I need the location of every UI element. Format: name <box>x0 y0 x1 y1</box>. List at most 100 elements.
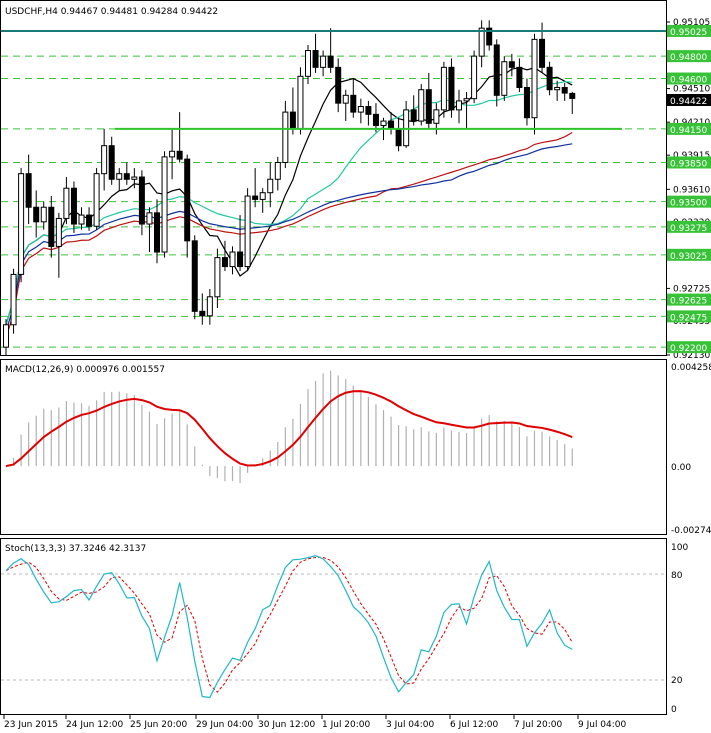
candle <box>221 240 228 272</box>
macd-panel-frame <box>0 359 667 535</box>
time-tick: 23 Jun 2015 <box>4 720 58 730</box>
stochastic-panel[interactable]: Stoch(13,3,3) 37.3246 42.3137 100 80 20 … <box>0 538 689 716</box>
candle <box>320 50 327 77</box>
price-tick: 0.92725 <box>673 284 710 294</box>
chart-header: USDCHF,H4 0.94467 0.94481 0.94284 0.9442… <box>5 7 218 17</box>
price-panel[interactable]: USDCHF,H4 0.94467 0.94481 0.94284 0.9442… <box>0 0 711 362</box>
candle <box>357 98 364 124</box>
candle <box>229 246 236 275</box>
candle <box>244 188 251 272</box>
candle <box>146 207 153 253</box>
time-tick: 3 Jul 04:00 <box>386 720 435 730</box>
time-tick: 29 Jun 04:00 <box>196 720 253 730</box>
macd-axis-zero: 0.00 <box>671 463 691 473</box>
level-tag: 0.94600 <box>667 72 711 86</box>
level-tag-text: 0.93500 <box>670 199 707 209</box>
candle <box>425 72 432 129</box>
macd-axis-min: -0.002745 <box>671 526 711 536</box>
stoch-title: Stoch(13,3,3) 37.3246 42.3137 <box>5 544 146 554</box>
time-tick: 7 Jul 20:00 <box>514 720 563 730</box>
stoch-axis-20: 20 <box>671 676 683 686</box>
candle <box>237 215 244 272</box>
level-tag-text: 0.93850 <box>670 159 707 169</box>
candle <box>448 58 455 118</box>
candle <box>546 61 553 96</box>
candle <box>184 154 191 258</box>
macd-signal-line <box>5 390 573 468</box>
level-tag: 0.95025 <box>667 24 711 38</box>
candle <box>493 39 500 107</box>
candle <box>501 56 508 101</box>
candle <box>123 162 130 185</box>
ma-blue-line <box>5 143 573 332</box>
level-tag: 0.93850 <box>667 156 711 169</box>
candle <box>561 83 568 101</box>
candle <box>403 100 410 148</box>
candle <box>10 268 17 334</box>
level-tag-text: 0.92475 <box>670 313 707 323</box>
candle <box>116 168 123 191</box>
candle <box>131 168 138 189</box>
ma-slow-line <box>5 131 573 339</box>
ma-fast-line <box>5 66 573 325</box>
candle <box>259 188 266 213</box>
candle <box>176 112 183 163</box>
candle <box>191 235 198 320</box>
candle <box>274 156 281 191</box>
candle <box>282 100 289 169</box>
candle <box>486 20 493 51</box>
candle <box>410 95 417 126</box>
stoch-axis-0: 0 <box>671 705 677 715</box>
level-tag-text: 0.94600 <box>670 76 707 86</box>
time-axis: 23 Jun 2015 24 Jun 12:00 25 Jun 20:00 29 Ju… <box>3 715 627 730</box>
candle <box>252 168 259 208</box>
candle <box>33 190 40 238</box>
level-tag: 0.93275 <box>667 220 711 234</box>
candle <box>25 154 32 225</box>
time-tick: 6 Jul 12:00 <box>450 720 499 730</box>
level-tag: 0.94150 <box>667 122 711 136</box>
candle <box>108 136 115 185</box>
moving-averages <box>5 66 573 339</box>
candle <box>154 199 160 264</box>
current-price-tag: 0.94422 <box>667 94 711 107</box>
candle <box>86 207 93 231</box>
level-tag: 0.92625 <box>667 293 711 307</box>
time-tick: 1 Jul 20:00 <box>322 720 371 730</box>
level-tag: 0.94800 <box>667 50 711 63</box>
candle <box>372 103 379 133</box>
candle <box>463 91 470 129</box>
stoch-axis-80: 80 <box>671 571 683 581</box>
candle <box>55 212 62 278</box>
candle <box>508 53 515 77</box>
ma-mid-line <box>5 81 573 325</box>
stoch-axis-100: 100 <box>671 543 688 553</box>
candle <box>350 78 357 118</box>
candlesticks <box>3 20 576 355</box>
macd-title: MACD(12,26,9) 0.000976 0.001557 <box>5 365 165 375</box>
level-price-tags: 0.95025 0.94800 0.94600 0.94150 0.93850 0.935… <box>667 24 711 354</box>
level-tag: 0.93025 <box>667 248 711 262</box>
candle <box>456 89 462 124</box>
candle <box>335 58 342 113</box>
candle <box>78 207 85 230</box>
candle <box>531 33 538 135</box>
time-tick: 30 Jun 12:00 <box>258 720 315 730</box>
candle <box>342 89 349 122</box>
candle <box>516 58 523 92</box>
macd-panel[interactable]: MACD(12,26,9) 0.000976 0.001557 0.004258… <box>0 359 711 537</box>
candle <box>161 151 168 258</box>
level-tag-text: 0.94800 <box>670 53 707 63</box>
level-tag: 0.92475 <box>667 310 711 323</box>
candle <box>169 128 176 180</box>
candle <box>3 319 9 355</box>
stoch-signal-line <box>5 556 573 693</box>
candle <box>199 293 206 325</box>
candle <box>48 196 55 258</box>
candle <box>267 162 274 208</box>
candle <box>569 91 576 114</box>
candle <box>554 80 561 101</box>
candle <box>478 20 485 68</box>
